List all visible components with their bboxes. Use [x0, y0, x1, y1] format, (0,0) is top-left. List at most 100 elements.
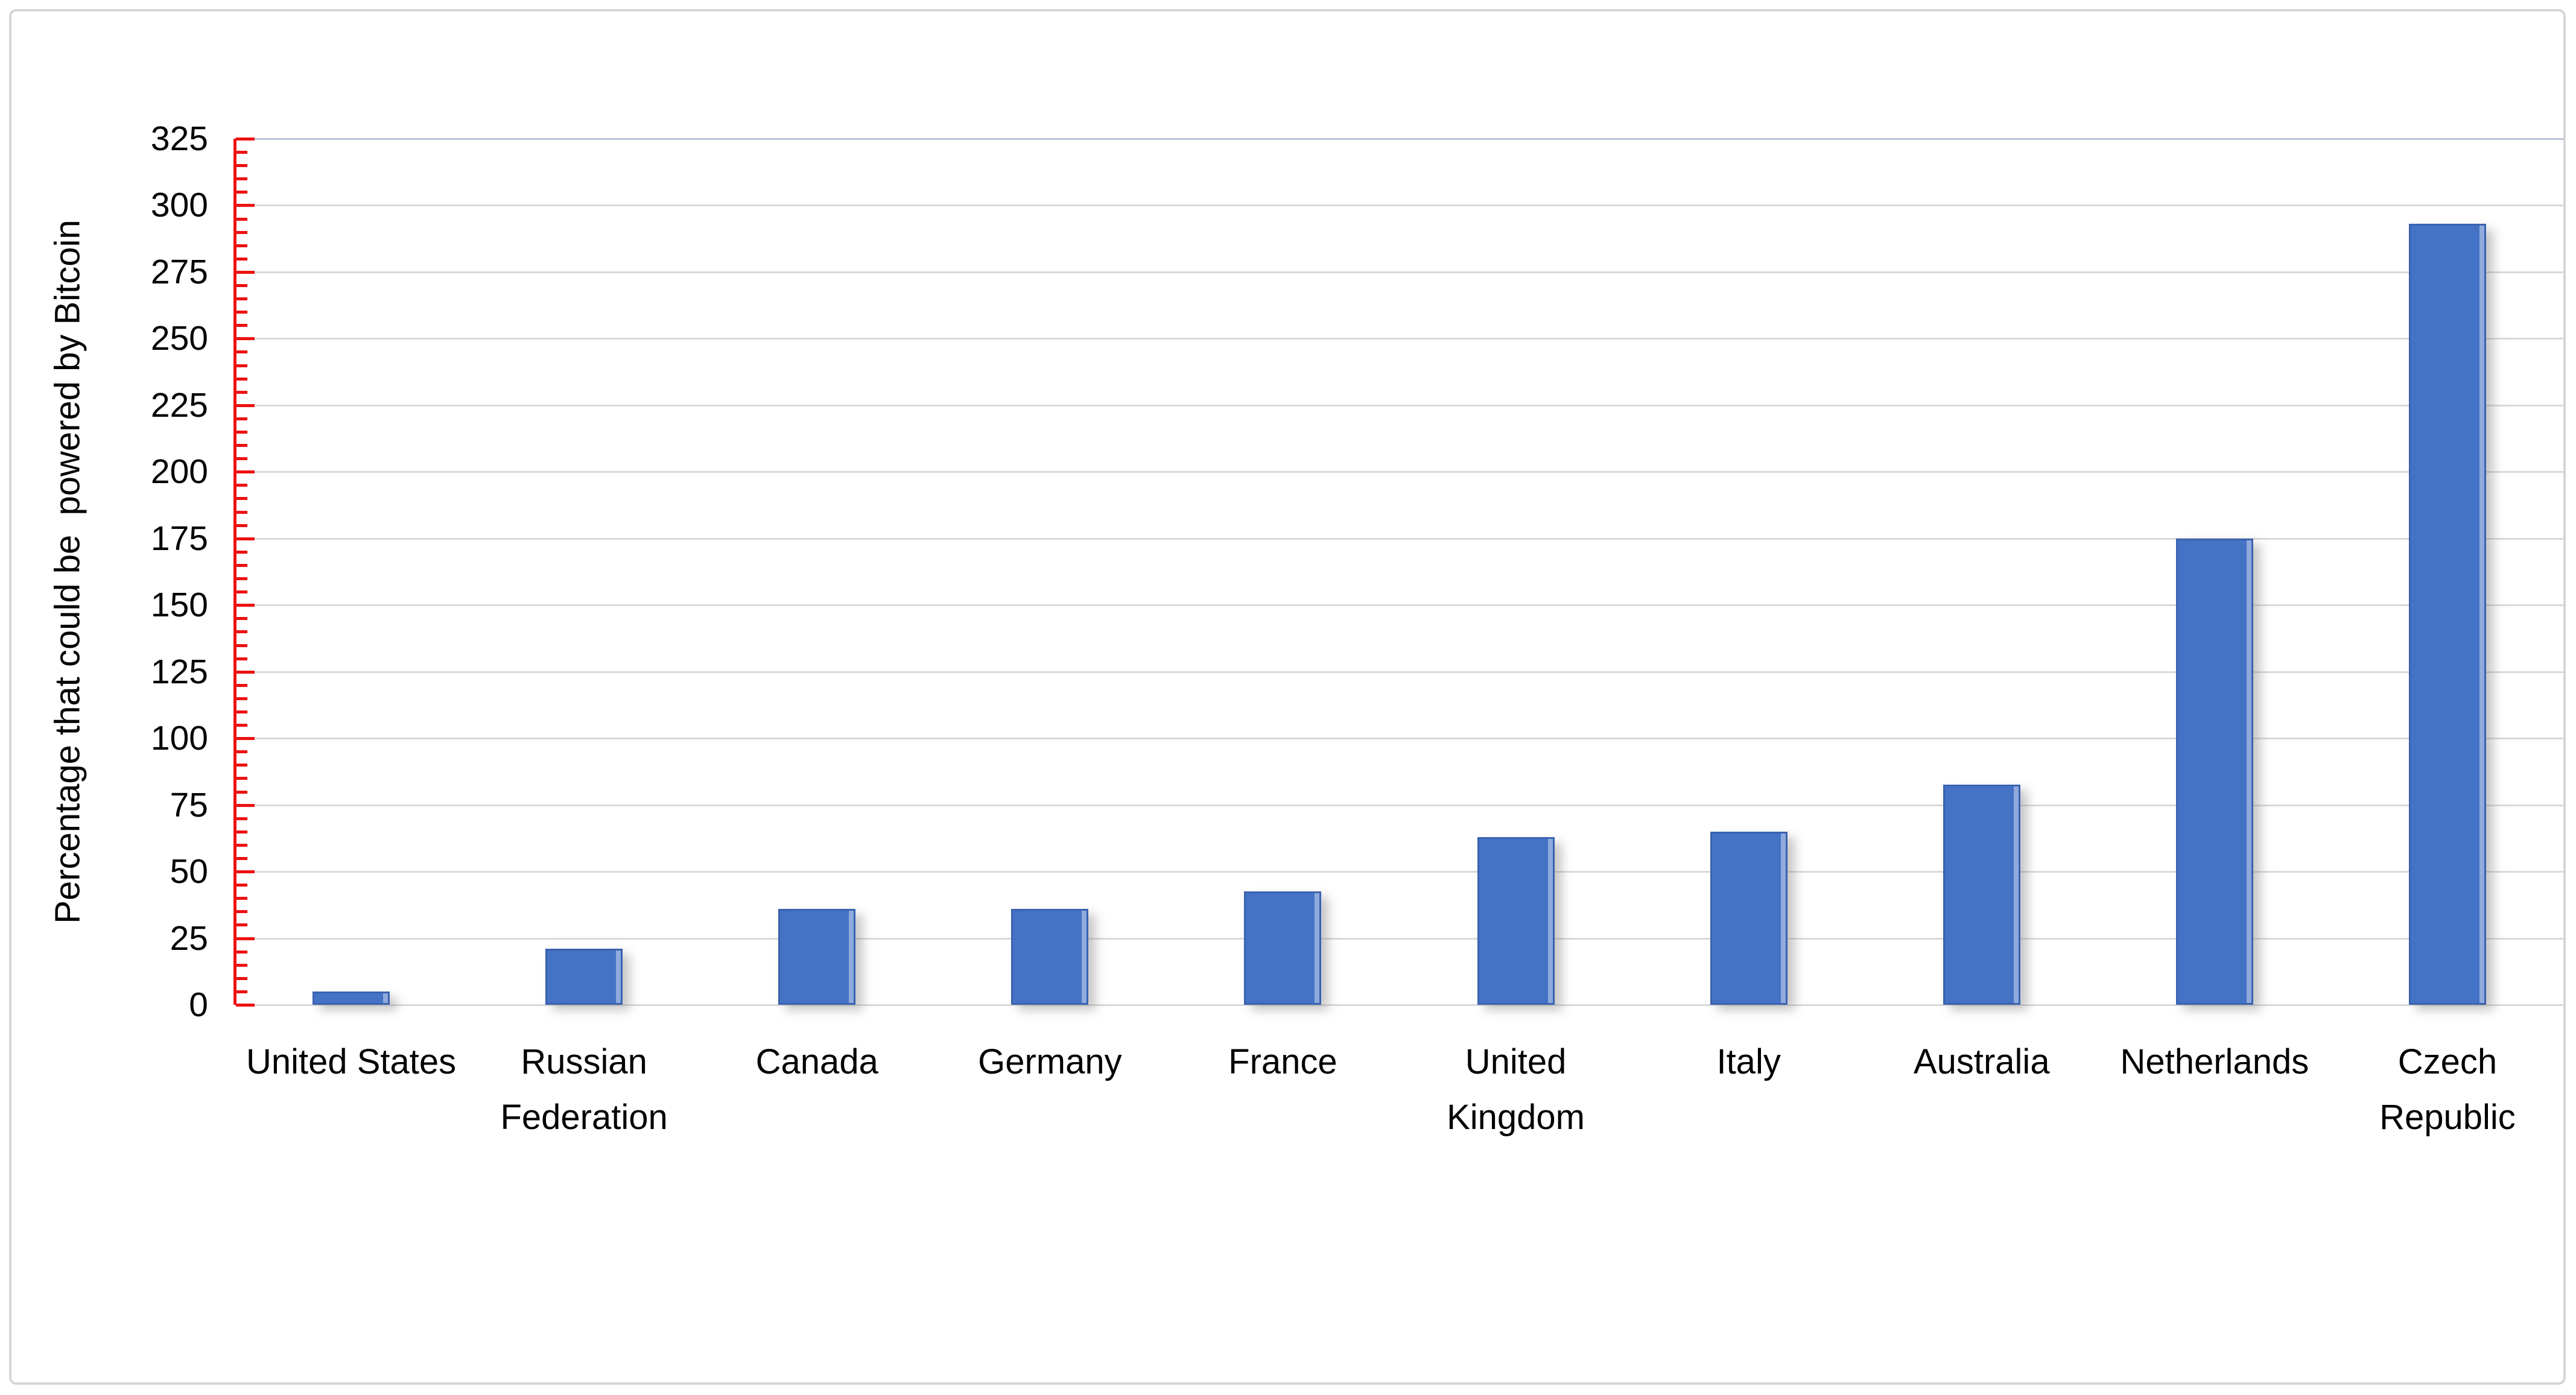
y-minor-tick	[236, 750, 247, 754]
y-minor-tick	[236, 590, 247, 594]
bar	[2175, 538, 2253, 1005]
y-minor-tick	[236, 510, 247, 514]
y-minor-tick	[236, 710, 247, 713]
y-minor-tick	[236, 457, 247, 461]
y-tick-label: 75	[170, 785, 208, 824]
y-minor-tick	[236, 244, 247, 247]
y-minor-tick	[236, 617, 247, 621]
y-minor-tick	[236, 830, 247, 834]
y-tick-label: 225	[150, 385, 208, 425]
y-tick-label: 175	[150, 519, 208, 558]
y-minor-tick	[236, 217, 247, 221]
category-label: Canada	[755, 1042, 878, 1081]
gridline	[235, 738, 2564, 740]
y-minor-tick	[236, 843, 247, 847]
y-minor-tick	[236, 257, 247, 261]
y-minor-tick	[236, 990, 247, 993]
category-label: Australia	[1913, 1042, 2050, 1081]
y-minor-tick	[236, 311, 247, 314]
category-label: Germany	[978, 1042, 1122, 1081]
category-label: United States	[246, 1042, 457, 1081]
y-tick-label: 300	[150, 186, 208, 225]
category-label: Russian Federation	[500, 1042, 668, 1137]
bar	[312, 991, 390, 1005]
y-minor-tick	[236, 377, 247, 381]
y-minor-tick	[236, 923, 247, 927]
bar	[2408, 224, 2486, 1005]
y-major-tick	[236, 204, 255, 207]
bar	[778, 908, 856, 1005]
y-minor-tick	[236, 324, 247, 327]
y-axis-line	[233, 139, 236, 1005]
y-minor-tick	[236, 724, 247, 727]
y-minor-tick	[236, 683, 247, 687]
y-tick-label: 50	[170, 852, 208, 891]
y-minor-tick	[236, 350, 247, 354]
gridline	[235, 204, 2564, 207]
y-tick-label: 0	[189, 985, 208, 1024]
y-minor-tick	[236, 431, 247, 434]
gridline	[235, 271, 2564, 273]
gridline	[235, 604, 2564, 607]
category-label: Netherlands	[2120, 1042, 2309, 1081]
y-minor-tick	[236, 777, 247, 780]
y-minor-tick	[236, 764, 247, 767]
y-minor-tick	[236, 790, 247, 794]
y-major-tick	[236, 670, 255, 674]
gridline	[235, 804, 2564, 806]
y-minor-tick	[236, 164, 247, 168]
y-minor-tick	[236, 297, 247, 301]
bar	[1244, 891, 1322, 1005]
y-minor-tick	[236, 910, 247, 914]
y-minor-tick	[236, 230, 247, 234]
y-major-tick	[236, 138, 255, 141]
y-major-tick	[236, 470, 255, 474]
y-minor-tick	[236, 950, 247, 954]
y-major-tick	[236, 870, 255, 874]
y-minor-tick	[236, 644, 247, 647]
y-tick-label: 200	[150, 452, 208, 492]
gridline	[235, 404, 2564, 406]
y-minor-tick	[236, 444, 247, 448]
y-minor-tick	[236, 497, 247, 501]
y-major-tick	[236, 270, 255, 274]
bar	[1011, 908, 1089, 1005]
y-tick-label: 25	[170, 919, 208, 958]
y-tick-label: 100	[150, 719, 208, 758]
y-tick-label: 250	[150, 319, 208, 358]
y-major-tick	[236, 803, 255, 807]
y-minor-tick	[236, 976, 247, 980]
y-minor-tick	[236, 897, 247, 900]
bar	[1710, 831, 1788, 1005]
category-label: France	[1228, 1042, 1337, 1081]
y-minor-tick	[236, 817, 247, 820]
y-minor-tick	[236, 963, 247, 967]
y-minor-tick	[236, 151, 247, 154]
y-tick-label: 275	[150, 252, 208, 291]
y-minor-tick	[236, 364, 247, 367]
y-major-tick	[236, 604, 255, 607]
y-minor-tick	[236, 177, 247, 181]
x-axis-baseline	[235, 1004, 2564, 1006]
y-minor-tick	[236, 630, 247, 634]
gridline	[235, 871, 2564, 873]
y-major-tick	[236, 337, 255, 341]
y-major-tick	[236, 1004, 255, 1007]
bar	[545, 949, 623, 1005]
gridline	[235, 138, 2564, 140]
y-minor-tick	[236, 856, 247, 860]
gridline	[235, 937, 2564, 940]
y-minor-tick	[236, 417, 247, 420]
y-major-tick	[236, 937, 255, 940]
y-tick-label: 125	[150, 652, 208, 691]
category-label: Italy	[1716, 1042, 1781, 1081]
bar	[1943, 785, 2020, 1005]
category-label: Czech Republic	[2379, 1042, 2516, 1137]
y-tick-label: 325	[150, 119, 208, 158]
y-minor-tick	[236, 524, 247, 527]
y-tick-label: 150	[150, 586, 208, 625]
y-minor-tick	[236, 284, 247, 287]
y-minor-tick	[236, 390, 247, 394]
gridline	[235, 471, 2564, 473]
